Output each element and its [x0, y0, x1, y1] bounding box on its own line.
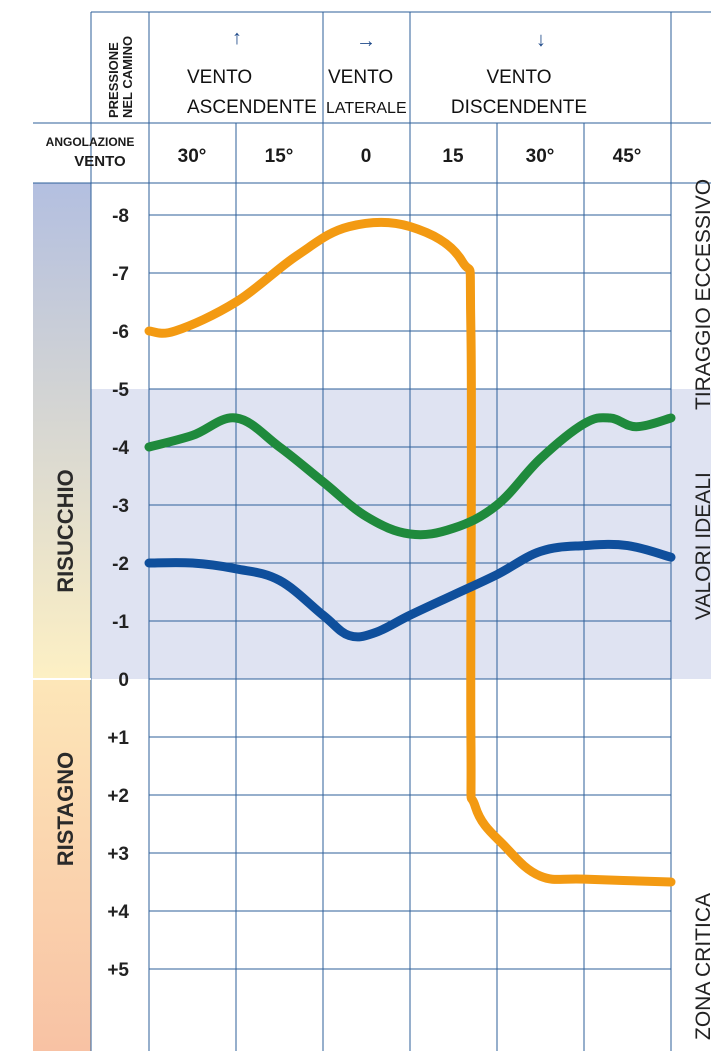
y-tick-label: -8 [112, 206, 129, 227]
group-ascending-line2: ASCENDENTE [187, 97, 317, 118]
suction-band [33, 183, 91, 679]
x-tick-label: 15° [265, 146, 294, 167]
y-tick-label: -4 [112, 438, 129, 459]
suction-band-label: RISUCCHIO [53, 469, 78, 592]
pressure-label: PRESSIONE NEL CAMINO [106, 36, 135, 118]
arrow-down-icon: ↓ [536, 29, 546, 51]
group-descending-line1: VENTO [486, 67, 551, 88]
group-lateral-line2: LATERALE [326, 100, 407, 117]
angle-label-line1: ANGOLAZIONE [46, 135, 135, 149]
series-group [144, 217, 676, 887]
y-tick-label: +4 [107, 902, 129, 923]
y-tick-label: +1 [107, 728, 129, 749]
group-lateral-line1: VENTO [328, 67, 393, 88]
y-tick-label: -3 [112, 496, 129, 517]
y-tick-label: -1 [112, 612, 129, 633]
y-tick-label: -7 [112, 264, 129, 285]
y-tick-label: 0 [118, 670, 129, 691]
y-tick-label: -6 [112, 322, 129, 343]
stagnation-band [33, 679, 91, 1051]
pressure-label-line1: PRESSIONE [106, 42, 121, 118]
x-tick-label: 0 [361, 146, 372, 167]
x-tick-label: 45° [613, 146, 642, 167]
y-tick-label: +3 [107, 844, 129, 865]
x-tick-label: 15 [442, 146, 464, 167]
stagnation-band-label: RISTAGNO [53, 752, 78, 866]
y-tick-label: -2 [112, 554, 129, 575]
y-axis-ticks: -8 -7 -6 -5 -4 -3 -2 -1 0 +1 +2 +3 +4 +5 [107, 206, 129, 981]
pressure-label-line2: NEL CAMINO [120, 36, 135, 118]
angle-label-line2: VENTO [74, 153, 126, 170]
zone-excessive-label: TIRAGGIO ECCESSIVO [692, 179, 711, 410]
x-tick-label: 30° [526, 146, 555, 167]
y-tick-label: +2 [107, 786, 129, 807]
zone-critical-label: ZONA CRITICA [692, 893, 711, 1040]
series-line-orange [144, 217, 676, 887]
arrow-right-icon: → [356, 30, 376, 52]
series-line-blue [144, 539, 676, 642]
y-tick-label: +5 [107, 960, 129, 981]
series-line-green [144, 413, 676, 540]
group-ascending-line1: VENTO [187, 67, 252, 88]
y-tick-label: -5 [112, 380, 129, 401]
group-descending-line2: DISCENDENTE [451, 97, 587, 118]
zone-ideal-label: VALORI IDEALI [692, 472, 711, 620]
x-tick-label: 30° [178, 146, 207, 167]
arrow-up-icon: ↑ [232, 27, 242, 49]
header: PRESSIONE NEL CAMINO ANGOLAZIONE VENTO ↑… [46, 27, 642, 170]
